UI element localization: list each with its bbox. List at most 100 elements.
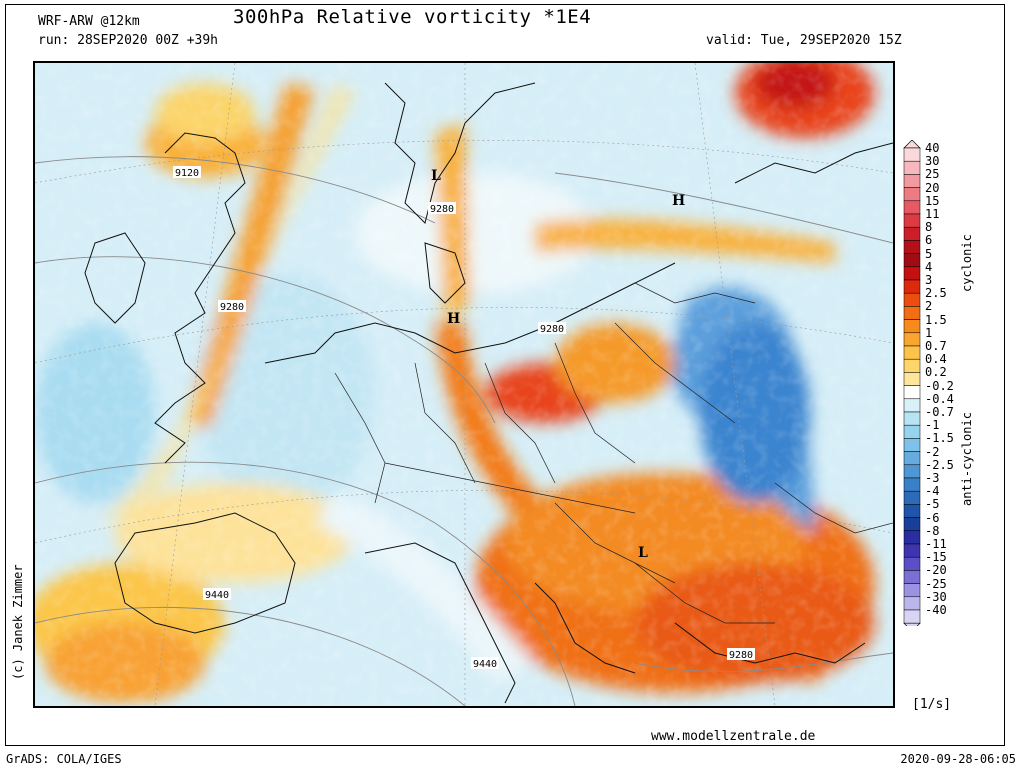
colorbar-tick-label: 30 — [925, 154, 940, 169]
colorbar-swatch — [903, 609, 921, 624]
colorbar-swatch — [903, 451, 921, 466]
website-label: www.modellzentrale.de — [651, 729, 816, 744]
isoline-label: 9120 — [175, 168, 199, 179]
colorbar-swatch — [903, 464, 921, 479]
colorbar-tick-label: 25 — [925, 167, 940, 182]
pressure-centers: L H H H L — [431, 168, 685, 561]
isoline-label: 9440 — [205, 590, 229, 601]
colorbar-swatch — [903, 306, 921, 320]
anticyclonic-label: anti-cyclonic — [960, 412, 974, 506]
colorbar-swatch — [903, 292, 921, 307]
colorbar-swatch — [903, 279, 921, 294]
colorbar-tick-label: -1.5 — [925, 431, 954, 446]
low-center: L — [431, 168, 441, 184]
colorbar-tick-label: 15 — [925, 193, 940, 208]
cyclonic-label: cyclonic — [960, 234, 974, 292]
colorbar-bottom-cap — [903, 622, 921, 626]
colorbar-tick-label: 8 — [925, 220, 933, 235]
chart-frame — [5, 4, 1005, 746]
colorbar-swatch — [903, 160, 921, 175]
colorbar-tick-label: -5 — [925, 497, 940, 512]
colorbar-swatch — [903, 543, 921, 558]
colorbar-swatch — [903, 319, 921, 334]
colorbar-tick-label: 5 — [925, 246, 933, 261]
valid-time-label: valid: Tue, 29SEP2020 15Z — [706, 33, 902, 48]
colorbar-swatch — [903, 596, 921, 611]
colorbar-swatch — [903, 556, 921, 571]
colorbar-tick-label: 1 — [925, 325, 933, 340]
colorbar-swatch — [903, 226, 921, 241]
colorbar-swatch — [903, 372, 921, 386]
colorbar-tick-label: 40 — [925, 141, 940, 155]
colorbar-tick-label: 4 — [925, 259, 933, 274]
isoline-label: 9440 — [473, 659, 497, 670]
colorbar-tick-label: -8 — [925, 523, 940, 538]
colorbar-tick-label: 20 — [925, 180, 940, 195]
colorbar-swatch — [903, 570, 921, 584]
colorbar-tick-label: -40 — [925, 603, 947, 617]
colorbar-tick-label: -20 — [925, 563, 947, 578]
colorbar-tick-label: -30 — [925, 589, 947, 604]
colorbar-swatch — [903, 266, 921, 281]
colorbar-swatch — [903, 477, 921, 492]
colorbar-swatch — [903, 174, 921, 188]
colorbar-tick-label: -6 — [925, 510, 940, 525]
colorbar-tick-label: -3 — [925, 471, 940, 485]
colorbar-tick-label: -4 — [925, 484, 940, 499]
colorbar-tick-label: -11 — [925, 537, 947, 551]
run-label: run: 28SEP2020 00Z +39h — [38, 33, 219, 48]
colorbar-top-cap — [903, 140, 921, 149]
copyright-label: (c) Janek Zimmer — [11, 564, 25, 680]
software-label: GrADS: COLA/IGES — [6, 752, 122, 766]
country-borders — [334, 282, 893, 624]
field-texture — [35, 63, 893, 706]
colorbar-swatch — [903, 253, 921, 268]
colorbar-swatch — [903, 358, 921, 373]
graticule — [35, 63, 893, 706]
coastlines — [84, 82, 893, 704]
isoline-label: 9280 — [430, 204, 454, 215]
colorbar-swatch — [903, 411, 921, 426]
colorbar-swatch — [903, 504, 921, 518]
colorbar-swatch — [903, 332, 921, 347]
colorbar-tick-label: -2 — [925, 444, 940, 459]
colorbar-tick-label: 1.5 — [925, 312, 947, 327]
high-center: H — [672, 193, 685, 209]
colorbar-tick-label: 0.2 — [925, 365, 947, 380]
colorbar-swatch — [903, 490, 921, 505]
colorbar-tick-label: -1 — [925, 418, 940, 433]
colorbar-tick-label: -2.5 — [925, 457, 954, 472]
colorbar-swatch — [903, 147, 921, 162]
colorbar-swatch — [903, 240, 921, 254]
colorbar-swatch — [903, 530, 921, 545]
colorbar-tick-label: 2 — [925, 299, 933, 314]
colorbar-tick-label: -0.4 — [925, 391, 954, 406]
isoline-labels: 9120 9280 9280 9280 9440 9440 9280 — [173, 166, 755, 670]
creation-date-label: 2020-09-28-06:05 — [900, 752, 1016, 766]
colorbar-swatch — [903, 345, 921, 360]
chart-title: 300hPa Relative vorticity *1E4 — [233, 6, 592, 28]
isoline-label: 9280 — [729, 650, 753, 661]
geopotential-isolines — [35, 156, 893, 706]
colorbar-swatch — [903, 583, 921, 598]
isoline-label: 9280 — [540, 324, 564, 335]
colorbar-tick-label: 0.4 — [925, 352, 947, 367]
colorbar-tick-label: 3 — [925, 273, 933, 287]
model-label: WRF-ARW @12km — [38, 14, 140, 29]
colorbar — [903, 140, 921, 626]
units-label: [1/s] — [912, 697, 952, 712]
colorbar-swatch — [903, 187, 921, 202]
colorbar-tick-label: -0.2 — [925, 378, 954, 393]
vorticity-map: 9120 9280 9280 9280 9440 9440 9280 L H H… — [33, 61, 895, 708]
colorbar-swatch — [903, 213, 921, 228]
colorbar-tick-label: 11 — [925, 207, 940, 221]
colorbar-swatch — [903, 200, 921, 215]
colorbar-tick-label: -15 — [925, 550, 947, 565]
colorbar-tick-label: -25 — [925, 576, 947, 591]
colorbar-swatch — [903, 438, 921, 452]
low-center: L — [638, 545, 648, 561]
colorbar-tick-label: 2.5 — [925, 286, 947, 301]
colorbar-tick-label: 0.7 — [925, 339, 947, 353]
colorbar-tick-label: 6 — [925, 233, 933, 248]
colorbar-tick-label: -0.7 — [925, 405, 954, 419]
